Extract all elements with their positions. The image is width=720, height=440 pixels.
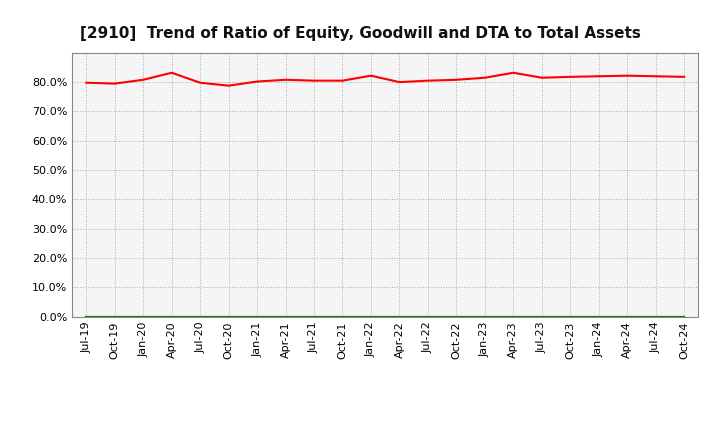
Goodwill — [452, 314, 461, 319]
Deferred Tax Assets — [652, 314, 660, 319]
Equity — [566, 74, 575, 80]
Equity — [537, 75, 546, 81]
Goodwill — [82, 314, 91, 319]
Goodwill — [253, 314, 261, 319]
Line: Equity: Equity — [86, 73, 684, 86]
Goodwill — [338, 314, 347, 319]
Goodwill — [652, 314, 660, 319]
Deferred Tax Assets — [537, 314, 546, 319]
Equity — [452, 77, 461, 82]
Equity — [652, 73, 660, 79]
Goodwill — [167, 314, 176, 319]
Goodwill — [595, 314, 603, 319]
Deferred Tax Assets — [623, 314, 631, 319]
Equity — [595, 73, 603, 79]
Equity — [480, 75, 489, 81]
Goodwill — [680, 314, 688, 319]
Goodwill — [110, 314, 119, 319]
Equity — [225, 83, 233, 88]
Deferred Tax Assets — [423, 314, 432, 319]
Goodwill — [509, 314, 518, 319]
Equity — [139, 77, 148, 82]
Deferred Tax Assets — [395, 314, 404, 319]
Equity — [366, 73, 375, 78]
Deferred Tax Assets — [310, 314, 318, 319]
Equity — [509, 70, 518, 75]
Equity — [680, 74, 688, 80]
Deferred Tax Assets — [338, 314, 347, 319]
Goodwill — [310, 314, 318, 319]
Equity — [395, 80, 404, 85]
Goodwill — [196, 314, 204, 319]
Deferred Tax Assets — [452, 314, 461, 319]
Deferred Tax Assets — [196, 314, 204, 319]
Deferred Tax Assets — [253, 314, 261, 319]
Goodwill — [395, 314, 404, 319]
Deferred Tax Assets — [282, 314, 290, 319]
Equity — [253, 79, 261, 84]
Deferred Tax Assets — [167, 314, 176, 319]
Deferred Tax Assets — [139, 314, 148, 319]
Deferred Tax Assets — [110, 314, 119, 319]
Goodwill — [566, 314, 575, 319]
Deferred Tax Assets — [595, 314, 603, 319]
Deferred Tax Assets — [509, 314, 518, 319]
Equity — [623, 73, 631, 78]
Goodwill — [366, 314, 375, 319]
Goodwill — [282, 314, 290, 319]
Equity — [196, 80, 204, 85]
Deferred Tax Assets — [225, 314, 233, 319]
Deferred Tax Assets — [680, 314, 688, 319]
Equity — [282, 77, 290, 82]
Goodwill — [225, 314, 233, 319]
Deferred Tax Assets — [480, 314, 489, 319]
Goodwill — [623, 314, 631, 319]
Text: [2910]  Trend of Ratio of Equity, Goodwill and DTA to Total Assets: [2910] Trend of Ratio of Equity, Goodwil… — [80, 26, 640, 41]
Equity — [338, 78, 347, 83]
Goodwill — [480, 314, 489, 319]
Equity — [167, 70, 176, 75]
Equity — [423, 78, 432, 83]
Goodwill — [139, 314, 148, 319]
Equity — [110, 81, 119, 86]
Equity — [310, 78, 318, 83]
Goodwill — [537, 314, 546, 319]
Deferred Tax Assets — [82, 314, 91, 319]
Goodwill — [423, 314, 432, 319]
Deferred Tax Assets — [566, 314, 575, 319]
Deferred Tax Assets — [366, 314, 375, 319]
Equity — [82, 80, 91, 85]
